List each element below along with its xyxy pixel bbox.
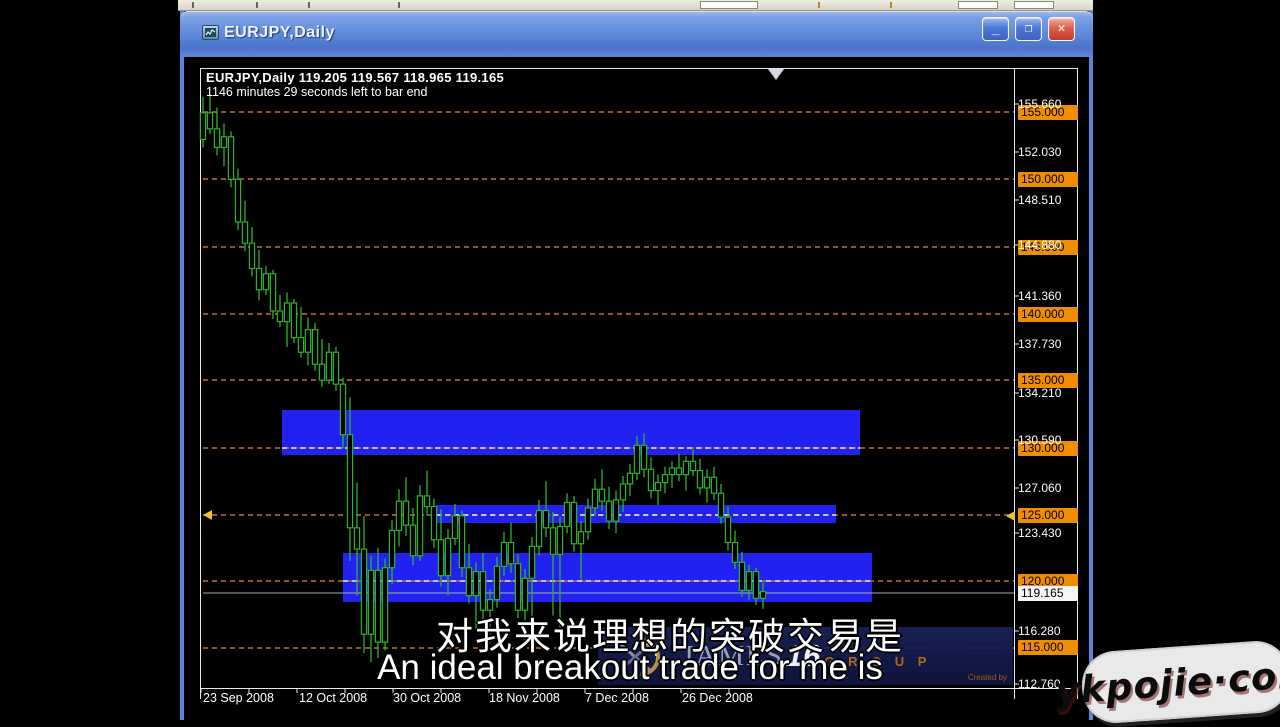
- subtitle-english: An ideal breakout trade for me is: [377, 648, 883, 687]
- price-axis-label: 140.000: [1018, 307, 1078, 322]
- price-axis-label: 155.000: [1018, 105, 1078, 120]
- price-axis-label: 148.510: [1018, 193, 1062, 207]
- price-axis-label: 134.210: [1018, 386, 1062, 400]
- watermark-number: 16: [785, 638, 821, 673]
- toolbar-icon: [308, 2, 310, 8]
- price-axis-label: 155.660: [1018, 97, 1062, 111]
- price-axis-label: 141.360: [1018, 289, 1062, 303]
- subtitle-chinese: 对我来说理想的突破交易是: [436, 616, 904, 657]
- price-axis-label: 127.060: [1018, 481, 1062, 495]
- toolbar-icon: [890, 2, 892, 8]
- parent-toolbar-strip: [178, 0, 1093, 11]
- price-axis-label: 152.030: [1018, 145, 1062, 159]
- james16-logo-icon: [617, 638, 660, 677]
- restore-button[interactable]: ❐: [1015, 17, 1042, 41]
- james16-watermark: JAMES 16 G R O U P Created by: [598, 627, 1013, 685]
- price-axis-label: 112.760: [1018, 677, 1061, 691]
- price-axis-label: 144.880: [1018, 238, 1062, 252]
- window-title: EURJPY,Daily: [224, 24, 335, 41]
- close-button[interactable]: ✕: [1048, 17, 1075, 41]
- price-axis-label: 123.430: [1018, 526, 1062, 540]
- toolbar-icon: [192, 2, 194, 8]
- toolbar-icon: [398, 2, 400, 8]
- symbol-ohlc-readout: EURJPY,Daily 119.205 119.567 118.965 119…: [206, 70, 505, 85]
- price-axis-label: 119.165: [1018, 586, 1078, 601]
- price-axis-label: 130.590: [1018, 433, 1062, 447]
- price-axis-label: 130.000: [1018, 441, 1078, 456]
- price-axis-label: 120.000: [1018, 574, 1078, 589]
- price-axis-label: 116.280: [1018, 624, 1061, 638]
- chart-window-icon: [202, 25, 219, 40]
- minimize-button[interactable]: _: [982, 17, 1009, 41]
- ykpojie-logo: ykpojie·com: [1054, 638, 1280, 726]
- window-titlebar[interactable]: EURJPY,Daily _ ❐ ✕: [180, 11, 1093, 57]
- toolbar-icon: [256, 2, 258, 8]
- price-axis-label: 115.000: [1018, 640, 1078, 655]
- toolbar-buttons: [1014, 1, 1054, 9]
- price-axis-label: 137.730: [1018, 337, 1062, 351]
- bar-countdown-text: 1146 minutes 29 seconds left to bar end: [206, 85, 428, 99]
- price-axis[interactable]: 155.660 155.000 152.030 150.000 148.510 145.0…: [1016, 11, 1080, 691]
- watermark-group: G R O U P: [824, 653, 932, 669]
- watermark-name: JAMES: [682, 639, 784, 672]
- window-controls: _ ❐ ✕: [982, 17, 1075, 41]
- price-axis-label: 135.000: [1018, 373, 1078, 388]
- price-axis-label: 150.000: [1018, 172, 1078, 187]
- price-axis-label: 125.000: [1018, 508, 1078, 523]
- price-axis-label: 145.000: [1018, 240, 1078, 255]
- toolbar-buttons: [958, 1, 998, 9]
- toolbar-icon: [818, 2, 820, 8]
- watermark-created-by: Created by: [967, 673, 1007, 682]
- toolbar-dropdown: [700, 1, 758, 9]
